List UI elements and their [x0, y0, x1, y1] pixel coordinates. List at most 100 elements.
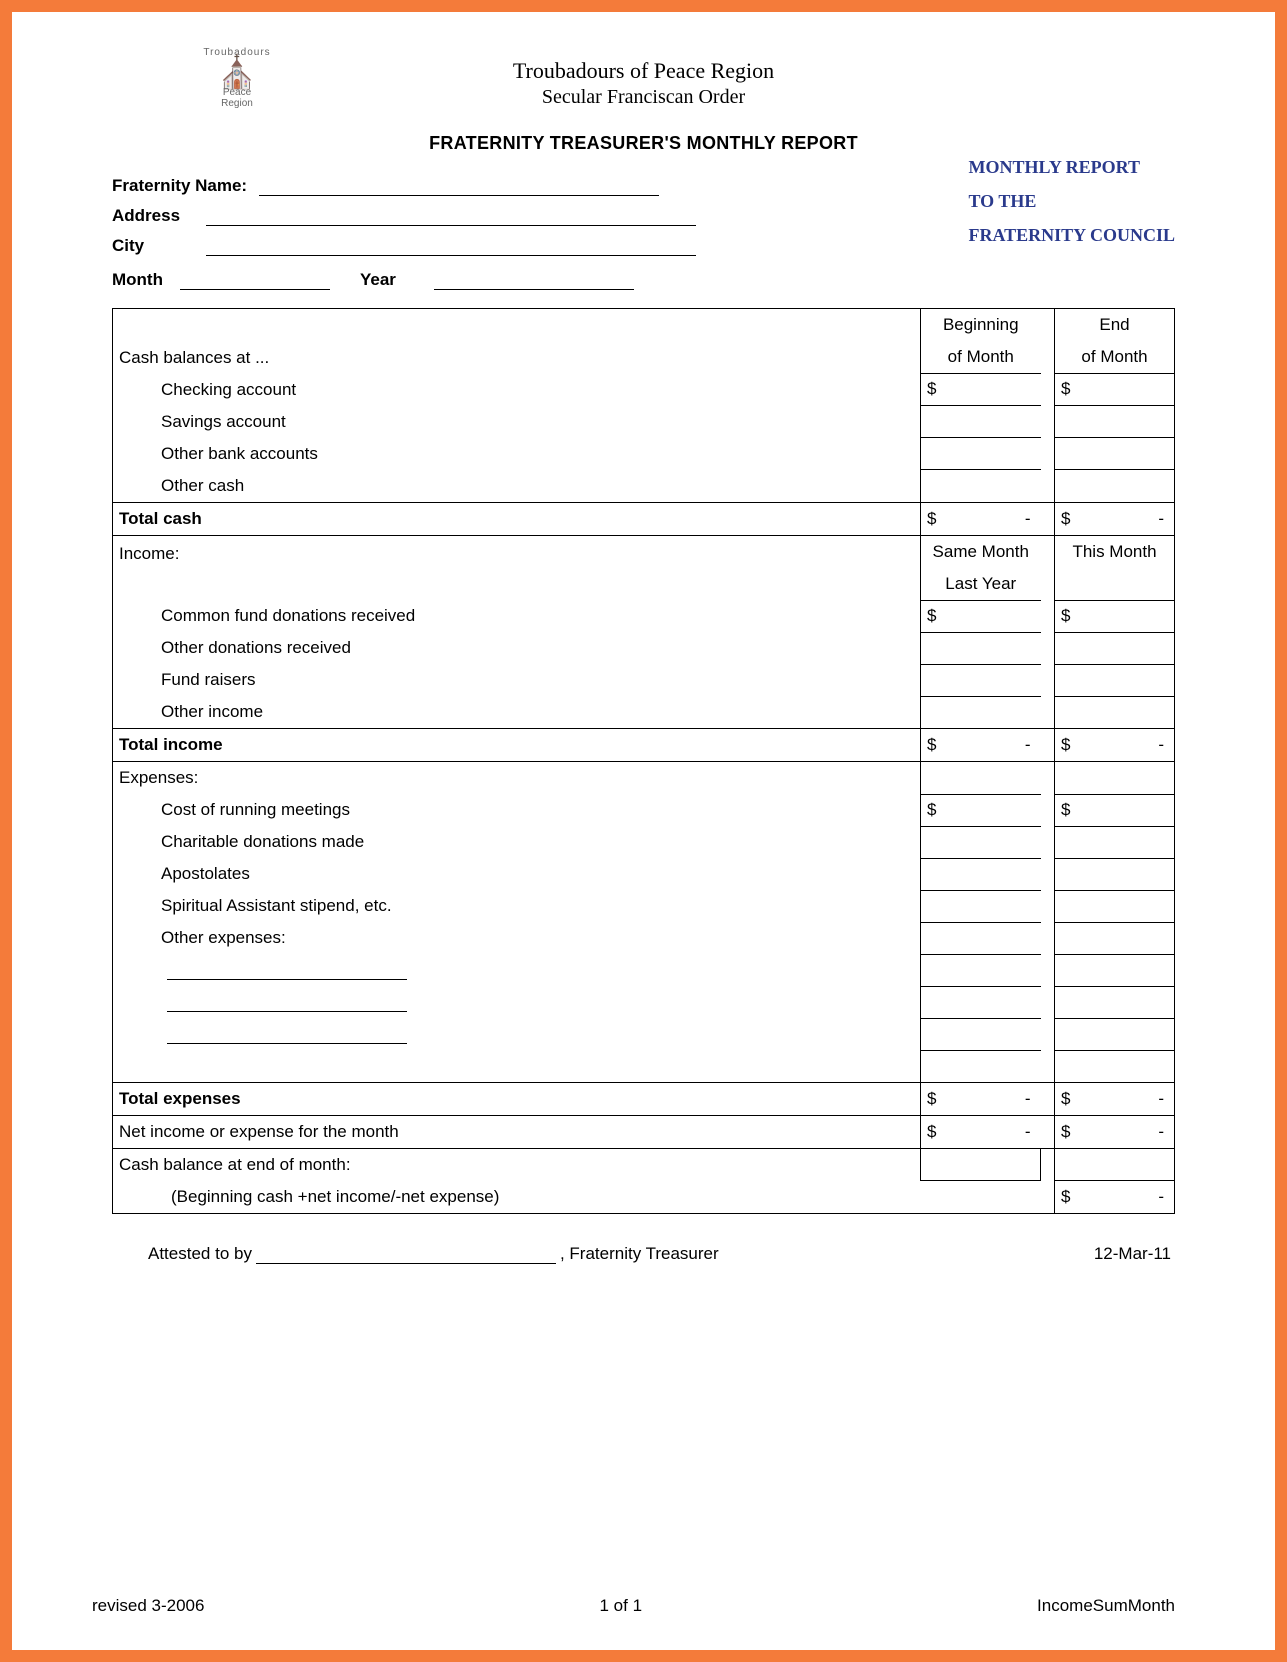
blank2-ly[interactable] — [921, 986, 1041, 1018]
logo-bottom-2: Region — [192, 98, 282, 109]
row-common-fund: Common fund donations received — [113, 600, 921, 632]
page: Troubadours ⛪ Peace Region Troubadours o… — [12, 12, 1275, 1650]
col-end-top: End — [1055, 309, 1175, 342]
apostolates-ly[interactable] — [921, 858, 1041, 890]
meetings-tm[interactable]: $ — [1055, 794, 1175, 826]
blank1-ly[interactable] — [921, 954, 1041, 986]
otherbank-end[interactable] — [1055, 438, 1175, 470]
otherbank-begin[interactable] — [921, 438, 1041, 470]
header: Troubadours ⛪ Peace Region Troubadours o… — [112, 52, 1175, 154]
right-note-3: FRATERNITY COUNCIL — [968, 218, 1175, 252]
city-line[interactable] — [206, 236, 696, 256]
city-label: City — [112, 236, 202, 256]
charitable-ly[interactable] — [921, 826, 1041, 858]
savings-begin[interactable] — [921, 406, 1041, 438]
spacer — [1041, 1050, 1055, 1082]
col-begin-top: Beginning — [921, 309, 1041, 342]
footer: revised 3-2006 1 of 1 IncomeSumMonth — [92, 1596, 1175, 1616]
attested-suffix: , Fraternity Treasurer — [560, 1244, 719, 1264]
meta-month-year: Month Year — [112, 270, 1175, 290]
blank-exp-2[interactable] — [113, 986, 921, 1018]
row-spiritual: Spiritual Assistant stipend, etc. — [113, 890, 921, 922]
spiritual-tm[interactable] — [1055, 890, 1175, 922]
year-line[interactable] — [434, 270, 634, 290]
otherinc-tm[interactable] — [1055, 696, 1175, 729]
blank3-tm[interactable] — [1055, 1018, 1175, 1050]
row-other-income: Other income — [113, 696, 921, 729]
blank-exp-3[interactable] — [113, 1018, 921, 1050]
totalcash-begin: $- — [921, 502, 1041, 535]
otherexp-tm[interactable] — [1055, 922, 1175, 954]
row-fund-raisers: Fund raisers — [113, 664, 921, 696]
logo-bottom-1: Peace — [192, 87, 282, 98]
spacer — [1041, 600, 1055, 632]
row-expenses: Expenses: — [113, 762, 921, 795]
col-begin-bot: of Month — [921, 341, 1041, 374]
otherdon-ly[interactable] — [921, 632, 1041, 664]
spacer — [1041, 1148, 1055, 1181]
spiritual-ly[interactable] — [921, 890, 1041, 922]
month-label: Month — [112, 270, 176, 290]
spacer — [1041, 826, 1055, 858]
blank — [1055, 1148, 1175, 1181]
spacer — [1041, 696, 1055, 729]
row-other-donations: Other donations received — [113, 632, 921, 664]
blank-exp-1[interactable] — [113, 954, 921, 986]
checking-end[interactable]: $ — [1055, 374, 1175, 406]
blank4-tm[interactable] — [1055, 1050, 1175, 1082]
savings-end[interactable] — [1055, 406, 1175, 438]
totalcash-end: $- — [1055, 502, 1175, 535]
net-tm: $- — [1055, 1115, 1175, 1148]
blank3-ly[interactable] — [921, 1018, 1041, 1050]
attested-row: Attested to by , Fraternity Treasurer 12… — [112, 1244, 1175, 1264]
month-line[interactable] — [180, 270, 330, 290]
fraternity-label: Fraternity Name: — [112, 176, 255, 196]
blank-exp-4 — [113, 1050, 921, 1082]
right-note-2: TO THE — [968, 184, 1175, 218]
spacer — [1041, 1018, 1055, 1050]
spacer — [1041, 535, 1055, 568]
spacer — [1041, 632, 1055, 664]
footer-right: IncomeSumMonth — [1037, 1596, 1175, 1616]
blank1-tm[interactable] — [1055, 954, 1175, 986]
otherdon-tm[interactable] — [1055, 632, 1175, 664]
report-table: Beginning End Cash balances at ... of Mo… — [112, 308, 1175, 1214]
fundraise-tm[interactable] — [1055, 664, 1175, 696]
row-charitable: Charitable donations made — [113, 826, 921, 858]
spacer — [1041, 729, 1055, 762]
commonfund-tm[interactable]: $ — [1055, 600, 1175, 632]
right-note: MONTHLY REPORT TO THE FRATERNITY COUNCIL — [968, 150, 1175, 253]
spacer — [1041, 762, 1055, 795]
othercash-end[interactable] — [1055, 470, 1175, 503]
blank4-ly[interactable] — [921, 1050, 1041, 1082]
fundraise-ly[interactable] — [921, 664, 1041, 696]
logo-glyph-icon: ⛪ — [192, 58, 282, 87]
otherinc-ly[interactable] — [921, 696, 1041, 729]
spacer — [1041, 341, 1055, 374]
blank — [921, 1148, 1041, 1181]
totalexp-tm: $- — [1055, 1082, 1175, 1115]
footer-center: 1 of 1 — [599, 1596, 642, 1616]
spacer — [1041, 954, 1055, 986]
row-cash-end-note: (Beginning cash +net income/-net expense… — [113, 1181, 921, 1214]
fraternity-line[interactable] — [259, 176, 659, 196]
signature-line[interactable] — [256, 1246, 556, 1264]
otherexp-ly[interactable] — [921, 922, 1041, 954]
row-net-income: Net income or expense for the month — [113, 1115, 921, 1148]
address-line[interactable] — [206, 206, 696, 226]
checking-begin[interactable]: $ — [921, 374, 1041, 406]
othercash-begin[interactable] — [921, 470, 1041, 503]
charitable-tm[interactable] — [1055, 826, 1175, 858]
spacer — [1041, 664, 1055, 696]
blank2-tm[interactable] — [1055, 986, 1175, 1018]
spacer — [1041, 794, 1055, 826]
apostolates-tm[interactable] — [1055, 858, 1175, 890]
blank — [1055, 568, 1175, 601]
spacer — [1041, 1082, 1055, 1115]
commonfund-ly[interactable]: $ — [921, 600, 1041, 632]
col-last-year: Last Year — [921, 568, 1041, 601]
spacer — [1041, 890, 1055, 922]
meetings-ly[interactable]: $ — [921, 794, 1041, 826]
address-label: Address — [112, 206, 202, 226]
row-other-expenses: Other expenses: — [113, 922, 921, 954]
